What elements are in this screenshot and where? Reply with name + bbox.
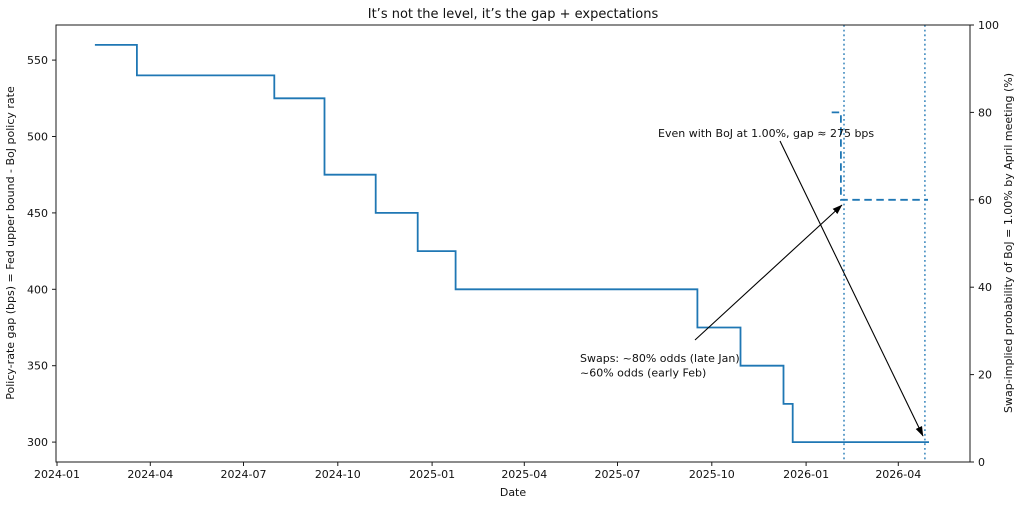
y-left-tick-label: 350 [27,360,48,373]
y-left-tick-label: 500 [27,131,48,144]
x-tick-label: 2024-04 [127,468,173,481]
policy-rate-gap-bps-line [94,44,929,443]
x-tick-label: 2025-10 [689,468,735,481]
x-tick-label: 2026-04 [875,468,921,481]
plot-area-border [55,24,971,463]
x-axis-label: Date [500,486,527,499]
x-tick-label: 2024-07 [221,468,267,481]
annotation-swaps-line2: ~60% odds (early Feb) [580,367,706,380]
y-left-tick-label: 400 [27,283,48,296]
x-tick-label: 2026-01 [783,468,829,481]
y-right-tick-label: 40 [978,281,992,294]
y-right-tick-label: 60 [978,194,992,207]
right-y-axis-label: Swap-implied probability of BoJ = 1.00% … [1002,73,1015,413]
y-left-tick-label: 450 [27,207,48,220]
swap-implied-probability-pct-line [831,111,928,201]
y-right-tick-label: 100 [978,19,999,32]
x-tick-label: 2025-07 [595,468,641,481]
series-layer [94,44,929,443]
x-tick-label: 2025-01 [409,468,455,481]
ticks-layer: 2024-01 2024-04 2024-07 2024-10 2025-01 2025-… [27,19,999,481]
annotation-gap-text: Even with BoJ at 1.00%, gap ≈ 275 bps [658,127,874,140]
y-right-tick-label: 80 [978,106,992,119]
annotations-layer: Even with BoJ at 1.00%, gap ≈ 275 bps Sw… [580,127,924,437]
x-tick-label: 2024-10 [315,468,361,481]
chart-title: It’s not the level, it’s the gap + expec… [368,7,659,22]
annotation-swaps-line1: Swaps: ~80% odds (late Jan) [580,352,740,365]
annotation-arrow-1 [779,140,924,437]
y-left-tick-label: 300 [27,436,48,449]
x-tick-label: 2025-04 [501,468,547,481]
annotation-arrow-2 [694,204,843,341]
y-right-tick-label: 0 [978,456,985,469]
left-y-axis-label: Policy-rate gap (bps) = Fed upper bound … [4,86,17,400]
x-tick-label: 2024-01 [34,468,80,481]
y-left-tick-label: 550 [27,54,48,67]
y-right-tick-label: 20 [978,369,992,382]
